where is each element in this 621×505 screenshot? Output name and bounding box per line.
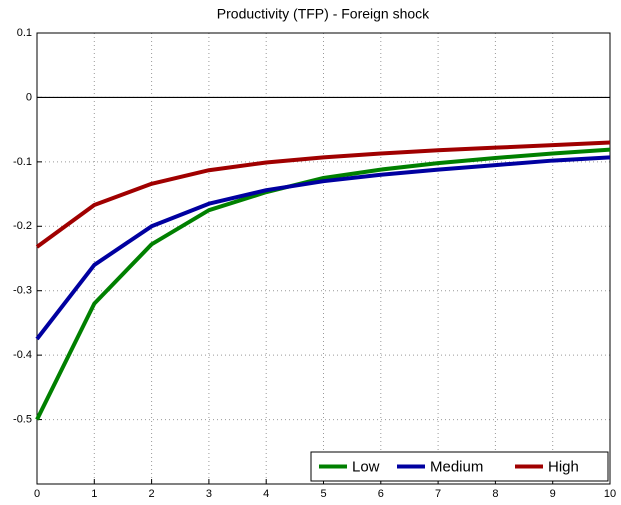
x-tick-label: 8 — [492, 488, 498, 500]
y-tick-label: -0.4 — [13, 349, 32, 361]
x-tick-label: 6 — [378, 488, 384, 500]
y-tick-label: -0.5 — [13, 413, 32, 425]
x-tick-label: 9 — [550, 488, 556, 500]
x-tick-label: 3 — [206, 488, 212, 500]
y-tick-label: 0.1 — [17, 27, 32, 39]
legend-label: Low — [352, 458, 380, 475]
legend-label: Medium — [430, 458, 483, 475]
x-tick-label: 7 — [435, 488, 441, 500]
x-tick-label: 4 — [263, 488, 269, 500]
plot-frame — [36, 32, 611, 485]
x-tick-label: 10 — [604, 488, 616, 500]
x-tick-label: 2 — [149, 488, 155, 500]
x-tick-label: 0 — [34, 488, 40, 500]
y-tick-label: -0.1 — [13, 156, 32, 168]
series-line — [35, 140, 611, 249]
series-line — [35, 147, 611, 421]
x-tick-label: 1 — [91, 488, 97, 500]
chart-title: Productivity (TFP) - Foreign shock — [217, 6, 430, 22]
legend-label: High — [548, 458, 579, 475]
x-tick-label: 5 — [320, 488, 326, 500]
y-tick-label: -0.3 — [13, 285, 32, 297]
y-tick-label: -0.2 — [13, 220, 32, 232]
y-tick-label: 0 — [26, 91, 32, 103]
legend: Low Medium High — [310, 451, 609, 482]
series-line — [35, 155, 611, 341]
legend-box — [310, 451, 609, 482]
